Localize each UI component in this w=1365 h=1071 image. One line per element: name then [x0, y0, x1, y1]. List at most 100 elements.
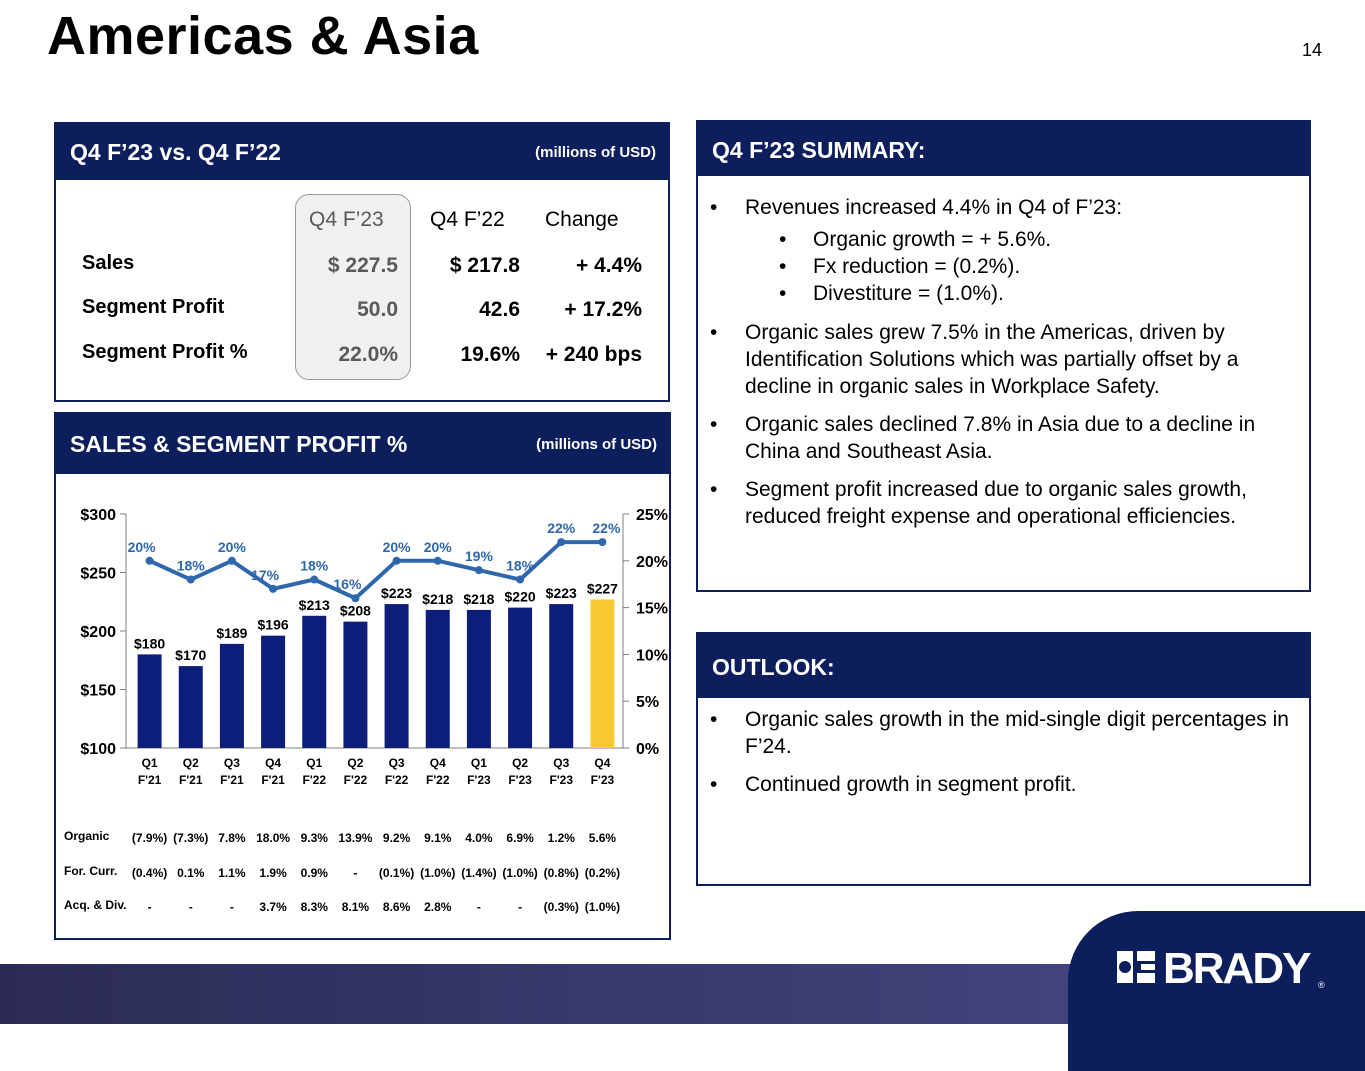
growth-cell: 8.6% — [383, 900, 411, 914]
profit-label: 18% — [506, 558, 535, 574]
column-header-q4f23: Q4 F’23 — [309, 208, 384, 231]
profit-point — [310, 575, 319, 584]
row-label: Segment Profit — [82, 296, 225, 318]
chart-panel-title: SALES & SEGMENT PROFIT % — [70, 431, 408, 457]
sub-list-item: • Fx reduction = (0.2%). — [779, 255, 1021, 278]
profit-label: 16% — [333, 576, 362, 592]
x-tick-label: F'21 — [179, 773, 203, 787]
profit-point — [598, 538, 607, 547]
value-change: + 240 bps — [545, 343, 642, 366]
y-right-tick-label: 0% — [636, 741, 659, 758]
x-tick-label: F'23 — [591, 773, 615, 787]
growth-cell: (0.4%) — [132, 866, 167, 880]
x-tick-label: Q2 — [512, 756, 528, 770]
value-change: + 4.4% — [576, 254, 642, 277]
profit-label: 18% — [300, 558, 329, 574]
growth-cell: 9.2% — [383, 831, 411, 845]
x-tick-label: F'22 — [344, 773, 368, 787]
profit-label: 17% — [251, 567, 280, 583]
outlook-panel: OUTLOOK: • Organic sales growth in the m… — [696, 632, 1311, 886]
list-item: • Continued growth in segment profit. — [710, 773, 1077, 796]
growth-cell: (7.9%) — [132, 831, 167, 845]
profit-point — [351, 594, 360, 603]
growth-cell: 18.0% — [256, 831, 290, 845]
bar-value-label: $220 — [505, 589, 536, 605]
growth-cell: 8.3% — [301, 900, 329, 914]
growth-cell: 5.6% — [589, 831, 617, 845]
y-left-tick-label: $100 — [80, 741, 116, 758]
bar-value-label: $213 — [299, 597, 330, 613]
x-tick-label: Q1 — [306, 756, 322, 770]
growth-row-label: Acq. & Div. — [64, 898, 126, 912]
value-q4f22: $ 217.8 — [449, 254, 520, 277]
list-item: • Organic sales declined 7.8% in Asia du… — [710, 413, 1256, 463]
bar — [590, 599, 615, 748]
comparison-panel-unit: (millions of USD) — [535, 144, 656, 161]
growth-cell: 8.1% — [342, 900, 370, 914]
growth-cell: 13.9% — [338, 831, 372, 845]
brady-logo: BRADY ® — [1117, 944, 1325, 990]
list-item: • Organic sales growth in the mid-single… — [710, 708, 1289, 758]
profit-point — [474, 566, 483, 575]
y-right-tick-label: 10% — [636, 647, 668, 664]
profit-label: 20% — [383, 539, 412, 555]
bar — [261, 635, 286, 748]
growth-cell: (1.0%) — [585, 900, 620, 914]
bar-value-label: $218 — [422, 591, 453, 607]
bullet-icon: • — [710, 773, 718, 796]
value-q4f22: 19.6% — [460, 343, 520, 366]
bullet-icon: • — [779, 228, 787, 251]
growth-cell: (1.0%) — [420, 866, 455, 880]
profit-label: 20% — [128, 539, 157, 555]
bar — [219, 643, 244, 748]
x-tick-label: Q1 — [142, 756, 158, 770]
value-q4f23: 50.0 — [357, 298, 398, 321]
bullet-icon: • — [710, 321, 718, 344]
growth-cell: (0.2%) — [585, 866, 620, 880]
growth-cell: (1.4%) — [461, 866, 496, 880]
highlight-column — [295, 194, 411, 380]
x-tick-label: F'22 — [385, 773, 409, 787]
list-item: • Segment profit increased due to organi… — [710, 478, 1247, 528]
x-tick-label: Q2 — [347, 756, 363, 770]
page-title: Americas & Asia — [47, 6, 479, 66]
summary-panel-title: Q4 F’23 SUMMARY: — [712, 137, 926, 163]
y-right-tick-label: 5% — [636, 694, 659, 711]
growth-cell: - — [477, 900, 481, 914]
bar-value-label: $189 — [216, 625, 247, 641]
bar — [508, 607, 533, 748]
summary-panel-header: Q4 F’23 SUMMARY: — [698, 122, 1309, 176]
y-right-tick-label: 15% — [636, 601, 668, 618]
outlook-list: • Organic sales growth in the mid-single… — [710, 706, 1295, 809]
growth-cell: 1.1% — [218, 866, 246, 880]
bullet-icon: • — [710, 413, 718, 436]
x-tick-label: Q2 — [183, 756, 199, 770]
bar — [466, 609, 491, 748]
growth-cell: 7.8% — [218, 831, 246, 845]
sub-list-item: • Divestiture = (1.0%). — [779, 282, 1004, 305]
y-right-tick-label: 20% — [636, 554, 668, 571]
growth-cell: (1.0%) — [502, 866, 537, 880]
bar — [137, 654, 162, 748]
growth-cell: (7.3%) — [173, 831, 208, 845]
growth-cell: - — [189, 900, 193, 914]
y-left-tick-label: $250 — [80, 566, 116, 583]
growth-cell: 1.2% — [548, 831, 576, 845]
profit-label: 22% — [592, 520, 621, 536]
bar — [343, 621, 368, 748]
list-item: • Revenues increased 4.4% in Q4 of F’23: — [710, 196, 1123, 219]
profit-point — [516, 575, 525, 584]
logo-background — [1068, 911, 1365, 1071]
profit-label: 22% — [547, 520, 576, 536]
x-tick-label: Q3 — [389, 756, 405, 770]
chart-panel-header: SALES & SEGMENT PROFIT % (millions of US… — [56, 414, 669, 474]
row-label: Segment Profit % — [82, 341, 248, 363]
bar — [425, 609, 450, 748]
x-tick-label: Q4 — [265, 756, 281, 770]
comparison-panel: Q4 F’23 vs. Q4 F’22 (millions of USD) Q4… — [54, 122, 670, 402]
profit-label: 19% — [465, 548, 494, 564]
profit-line — [148, 540, 603, 601]
bar-value-label: $218 — [463, 591, 494, 607]
profit-point — [557, 538, 566, 547]
row-label: Sales — [82, 252, 135, 274]
